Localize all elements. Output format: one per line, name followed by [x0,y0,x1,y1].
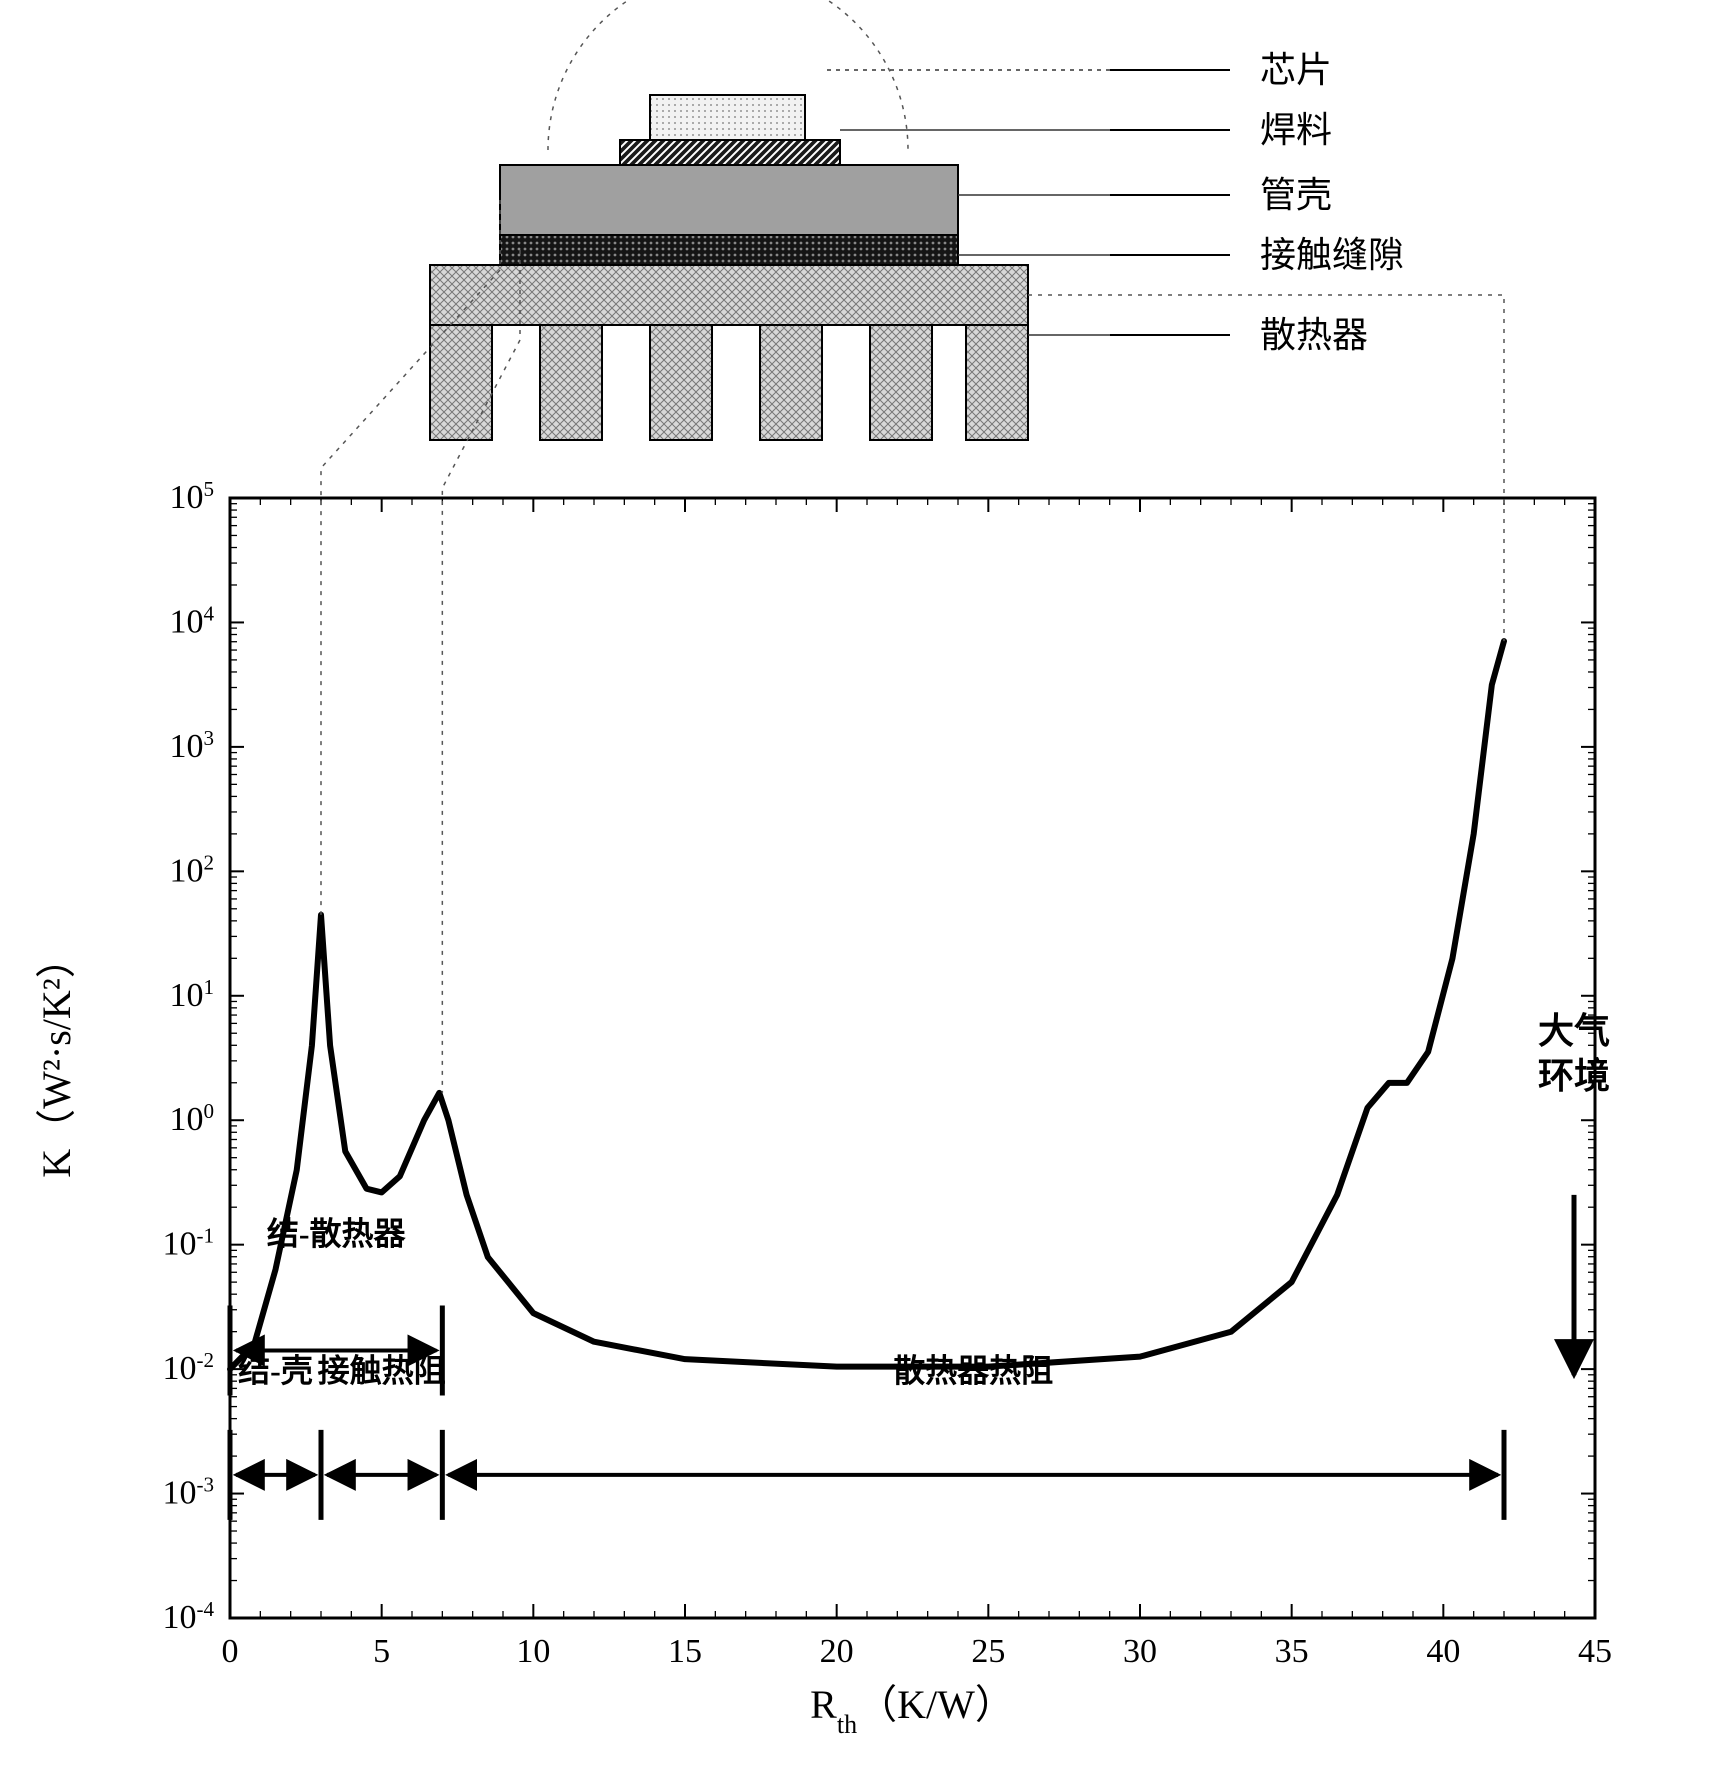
heatsink-fin [540,325,602,440]
xlabel: Rth（K/W） [810,1682,1015,1739]
ytick-label: 10-4 [162,1597,214,1636]
xtick-label: 45 [1578,1633,1612,1670]
ytick-label: 101 [169,975,214,1014]
layer-case [500,165,958,235]
range-label: 接触热阻 [318,1353,446,1389]
ytick-label: 10-1 [162,1224,214,1263]
layer-chip [650,95,805,140]
ambient-label-2: 环境 [1538,1056,1610,1096]
xtick-label: 30 [1123,1633,1157,1670]
xtick-label: 35 [1275,1633,1309,1670]
ytick-label: 104 [169,601,214,640]
ytick-label: 103 [169,726,214,765]
ytick-label: 10-2 [162,1348,214,1387]
ambient-label-1: 大气 [1538,1011,1610,1051]
heatsink-fin [870,325,932,440]
heatsink-fin [430,325,492,440]
figure-svg: 芯片焊料管壳接触缝隙散热器 0 5 10 15 20 25 30 35 40 45 10-4 10-3 1… [0,0,1728,1792]
layer-gap [500,235,958,265]
ytick-label: 102 [169,850,214,889]
layer-solder [620,140,840,165]
plot-frame [230,498,1595,1618]
ytick-label: 100 [169,1099,214,1138]
label-chip: 芯片 [1260,50,1332,90]
xtick-label: 10 [516,1633,550,1670]
label-solder: 焊料 [1260,110,1332,150]
xtick-label: 5 [373,1633,390,1670]
range-label: 散热器热阻 [893,1353,1053,1389]
page: 芯片焊料管壳接触缝隙散热器 0 5 10 15 20 25 30 35 40 45 10-4 10-3 1… [0,0,1728,1792]
curve [230,641,1504,1369]
ytick-label: 105 [169,477,214,516]
ylabel: K（W²·s/K²） [34,938,79,1178]
xtick-label: 25 [971,1633,1005,1670]
xtick-label: 0 [222,1633,239,1670]
ytick-label: 10-3 [162,1473,214,1512]
xtick-label: 20 [820,1633,854,1670]
xtick-label: 40 [1426,1633,1460,1670]
range-label: 结-壳 [238,1353,313,1389]
heatsink-fin [760,325,822,440]
label-case: 管壳 [1260,175,1332,215]
heatsink-fin [650,325,712,440]
heatsink-fin [966,325,1028,440]
xtick-label: 15 [668,1633,702,1670]
range-label: 结-散热器 [267,1216,407,1252]
label-gap: 接触缝隙 [1260,235,1404,275]
label-heatsink: 散热器 [1260,315,1368,355]
